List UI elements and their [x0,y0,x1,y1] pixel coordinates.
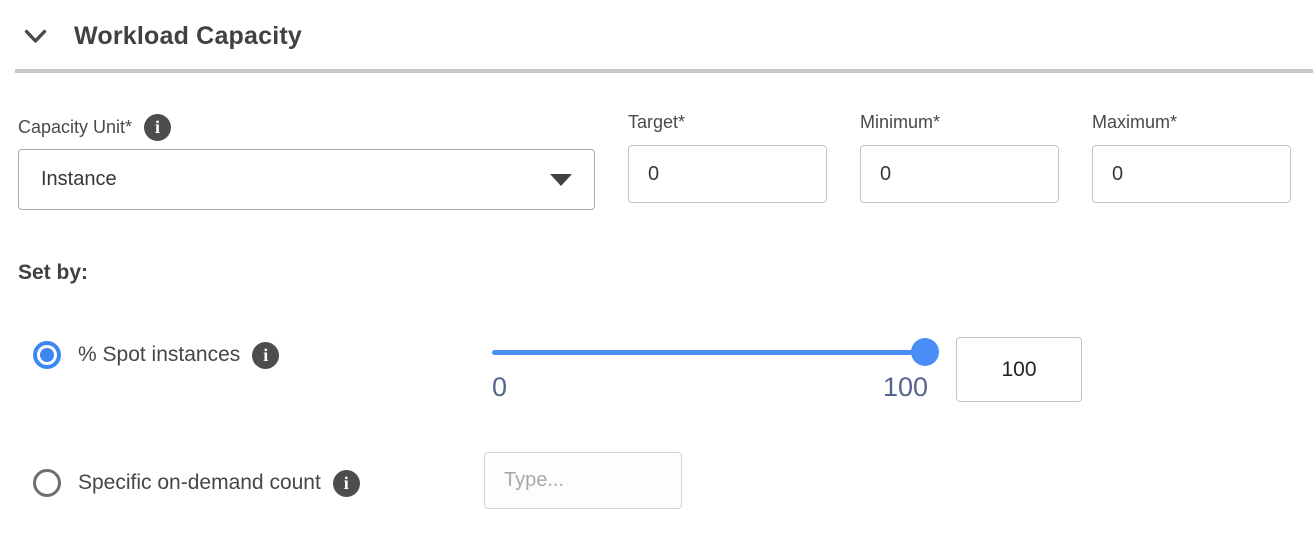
radio-spot-instances[interactable] [33,341,61,369]
info-icon[interactable]: i [252,341,280,369]
section-title: Workload Capacity [74,21,302,50]
section-header: Workload Capacity [24,20,302,52]
spot-percentage-slider-handle[interactable] [911,338,939,366]
capacity-unit-label-row: Capacity Unit* i [18,113,172,141]
on-demand-count-label-row: Specific on-demand count i [78,469,360,497]
set-by-label: Set by: [18,261,89,284]
spot-instances-label-row: % Spot instances i [78,341,280,369]
collapse-toggle-button[interactable] [24,29,47,44]
spot-instances-label[interactable]: % Spot instances [78,343,241,366]
target-input[interactable] [628,145,827,203]
maximum-input[interactable] [1092,145,1291,203]
slider-min-label: 0 [492,372,508,402]
info-icon[interactable]: i [144,113,172,141]
caret-down-icon [550,173,572,186]
info-icon[interactable]: i [332,469,360,497]
capacity-unit-label: Capacity Unit* [18,116,133,137]
spot-percentage-slider-track[interactable] [492,350,925,355]
radio-specific-on-demand-count[interactable] [33,469,61,497]
section-divider [15,69,1313,73]
capacity-unit-selected-value: Instance [41,168,117,190]
target-label: Target* [628,112,686,132]
slider-max-label: 100 [882,372,928,402]
minimum-label: Minimum* [860,112,941,132]
on-demand-count-input[interactable] [484,452,682,509]
on-demand-count-label[interactable]: Specific on-demand count [78,471,321,494]
maximum-label: Maximum* [1092,112,1178,132]
capacity-unit-select[interactable]: Instance [18,149,595,210]
spot-percentage-input[interactable] [956,337,1082,402]
chevron-down-icon [24,29,47,44]
minimum-input[interactable] [860,145,1059,203]
